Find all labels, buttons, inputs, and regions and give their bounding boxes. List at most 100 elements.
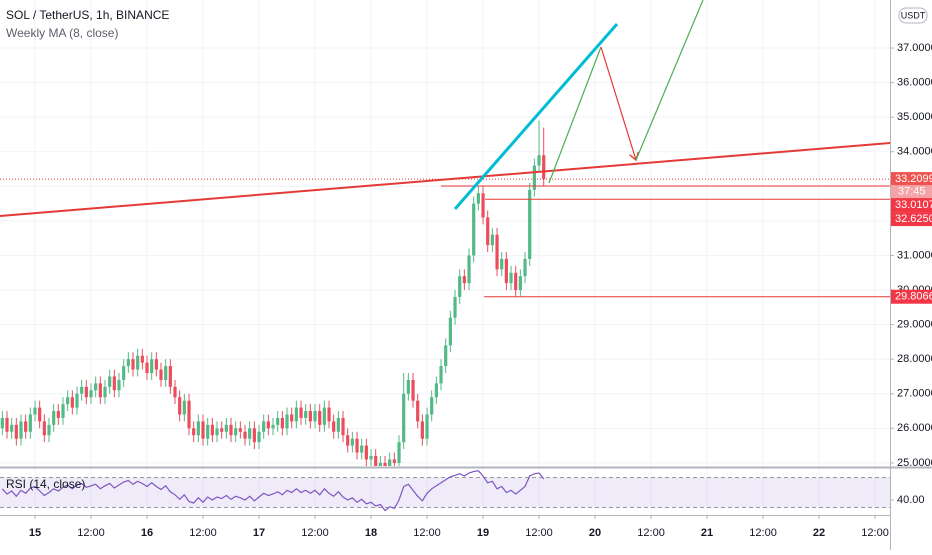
candle-body <box>168 366 172 387</box>
candle-body <box>224 424 228 432</box>
candle-body <box>159 369 163 380</box>
x-tick-label: 12:00 <box>413 527 441 539</box>
candle-body <box>38 407 42 422</box>
price-label: 33.2099 <box>895 173 932 185</box>
candle-body <box>66 397 70 405</box>
y-tick-label: 36.0000 <box>897 77 932 89</box>
candle-body <box>47 424 51 436</box>
candle-body <box>187 400 191 429</box>
candle-body <box>430 397 434 415</box>
candle-body <box>336 417 340 432</box>
candle-body <box>290 414 294 422</box>
candle-body <box>33 407 37 415</box>
currency[interactable]: USDT <box>901 10 926 20</box>
candle-body <box>374 455 378 466</box>
rsi-title: RSI (14, close) <box>6 477 85 491</box>
candle-body <box>495 234 499 270</box>
y-tick-label: 26.0000 <box>897 422 932 434</box>
candle-body <box>5 417 9 432</box>
candle-body <box>448 317 452 346</box>
candle-body <box>490 234 494 246</box>
candle-body <box>383 462 387 466</box>
candle-body <box>252 428 256 443</box>
x-tick-label: 12:00 <box>301 527 329 539</box>
x-tick-label: 12:00 <box>189 527 217 539</box>
candle-body <box>514 272 518 291</box>
candle-body <box>24 421 28 432</box>
y-tick-label: 37.0000 <box>897 42 932 54</box>
candle-body <box>103 386 107 398</box>
x-tick-label: 12:00 <box>77 527 105 539</box>
candle-body <box>206 424 210 439</box>
candle-body <box>182 400 186 415</box>
candle-body <box>280 417 284 429</box>
candle-body <box>434 383 438 398</box>
candle-body <box>458 276 462 297</box>
x-tick-label: 17 <box>253 527 265 539</box>
x-tick-label: 12:00 <box>749 527 777 539</box>
candle-body <box>28 414 32 432</box>
candle-body <box>467 255 471 284</box>
candle-body <box>112 376 116 391</box>
candle-body <box>439 366 443 384</box>
price-label-box <box>891 289 932 304</box>
candle-body <box>178 397 182 415</box>
candle-body <box>122 366 126 380</box>
candle-body <box>238 428 242 432</box>
candle-body <box>75 393 79 408</box>
price-label-box <box>891 198 932 213</box>
candle-body <box>210 424 214 436</box>
indicator-title: Weekly MA (8, close) <box>6 26 118 40</box>
candle-body <box>341 417 345 436</box>
candle-body <box>304 411 308 418</box>
candle-body <box>248 428 252 439</box>
candle-body <box>350 438 354 446</box>
candle-body <box>528 189 532 259</box>
candle-body <box>234 428 238 436</box>
x-tick-label: 16 <box>141 527 153 539</box>
candle-body <box>481 193 485 218</box>
candle-body <box>327 407 331 422</box>
candle-body <box>420 421 424 439</box>
candle-body <box>332 421 336 432</box>
candle-body <box>262 421 266 432</box>
price-label: 32.6250 <box>895 213 932 225</box>
currency-pill[interactable] <box>898 7 928 24</box>
candle-body <box>369 455 373 460</box>
candle-body <box>70 397 74 408</box>
candle-body <box>131 359 135 370</box>
candle-body <box>192 428 196 436</box>
candle-body <box>523 258 527 277</box>
candle-body <box>346 435 350 446</box>
x-tick-label: 20 <box>589 527 601 539</box>
axes: 25.000026.000027.000028.000029.000030.00… <box>29 42 932 539</box>
y-tick-label: 34.0000 <box>897 146 932 158</box>
candle-body <box>98 383 102 398</box>
y-tick-label: 29.0000 <box>897 319 932 331</box>
candle-body <box>80 386 84 394</box>
countdown-box <box>891 185 932 199</box>
candle-body <box>61 404 65 418</box>
candle-body <box>504 258 508 284</box>
candle-body <box>173 386 177 398</box>
trend-line <box>453 23 619 210</box>
candle-body <box>201 421 205 439</box>
candle-body <box>243 431 247 439</box>
candle-body <box>392 459 396 463</box>
rsi-pane: RSI (14, close) <box>0 470 890 512</box>
candle-body <box>518 276 522 291</box>
candle-body <box>108 376 112 387</box>
candle-body <box>308 411 312 422</box>
projection-arrow <box>635 0 704 161</box>
candle-body <box>276 417 280 425</box>
candle-body <box>196 421 200 436</box>
candle-body <box>10 424 14 432</box>
candle-body <box>89 390 93 398</box>
candle-body <box>542 155 546 180</box>
countdown: 37:45 <box>898 185 926 197</box>
y-tick-label: 28.0000 <box>897 353 932 365</box>
candle-body <box>145 362 149 374</box>
candle-body <box>360 445 364 453</box>
